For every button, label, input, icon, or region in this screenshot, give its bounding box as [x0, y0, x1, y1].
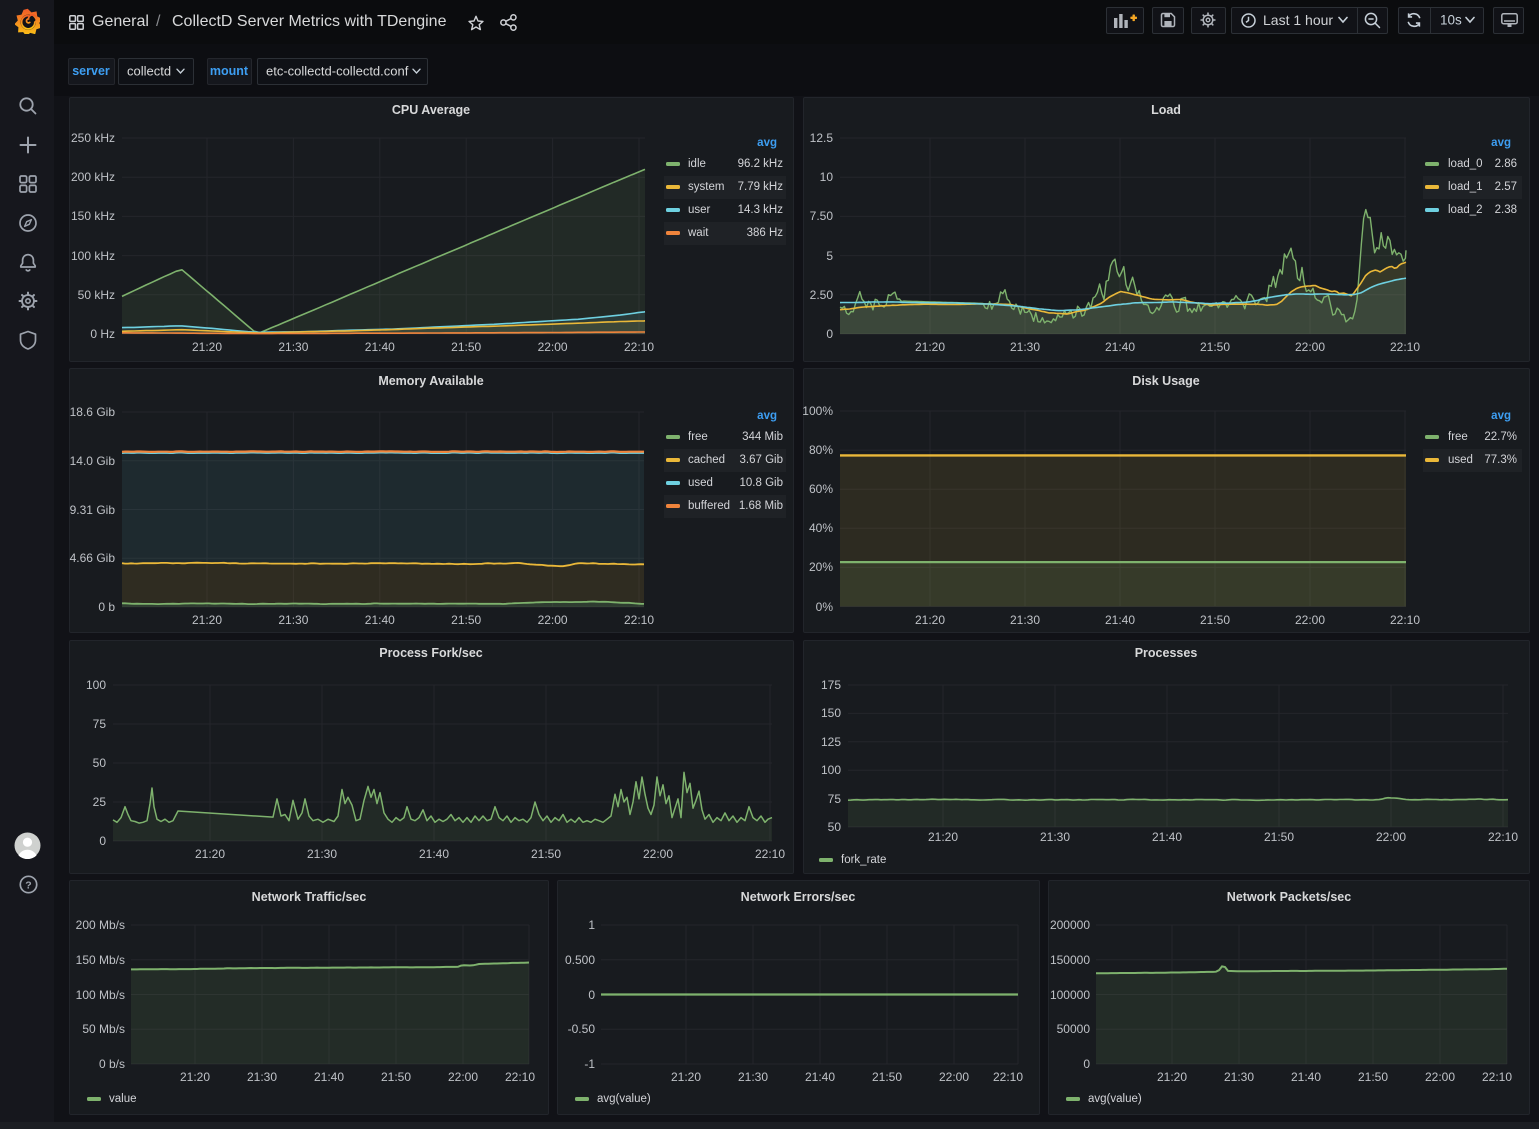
svg-text:?: ?	[25, 879, 31, 891]
